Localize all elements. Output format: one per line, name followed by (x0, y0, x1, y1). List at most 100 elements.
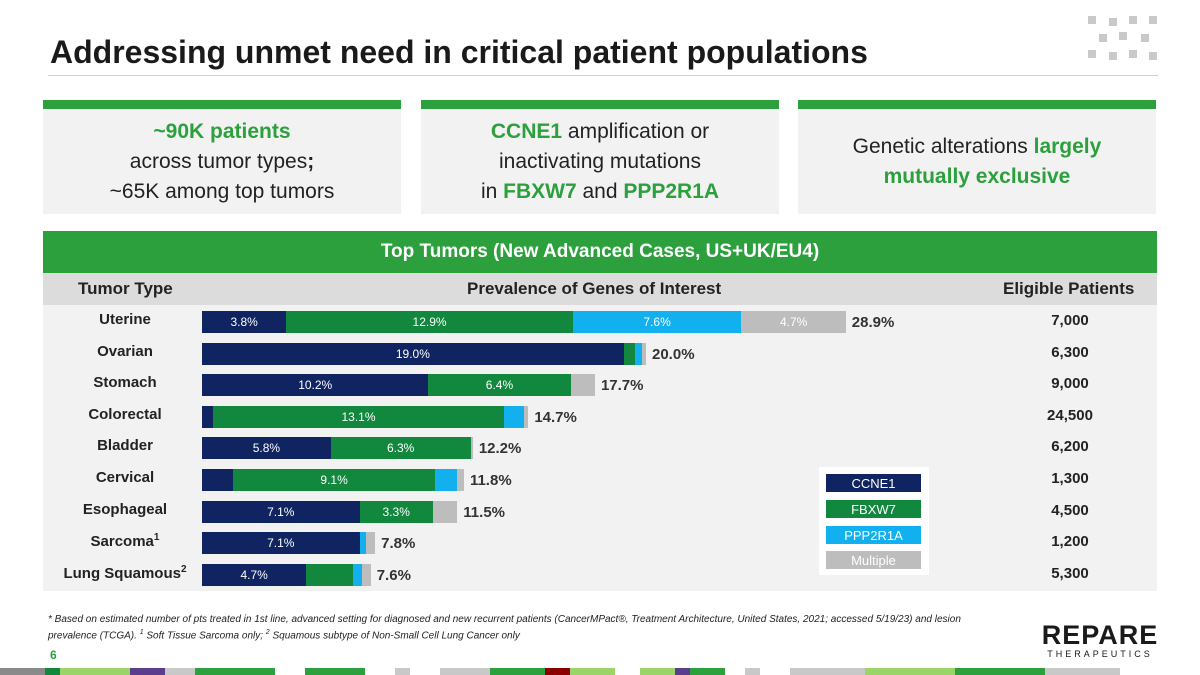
footnote: * Based on estimated number of pts treat… (48, 613, 1008, 642)
tumor-label-cervical: Cervical (95, 469, 155, 486)
bar-esophageal-fbxw7: 3.3% (359, 500, 433, 523)
card-genes-line2: inactivating mutations (499, 149, 701, 173)
card-genes-text: and (576, 179, 624, 203)
bar-stomach-multiple (570, 374, 595, 397)
footnote-main: * Based on estimated number of pts treat… (48, 614, 961, 642)
bar-sarcoma-multiple (366, 532, 376, 555)
card-patients-line2: across tumor types (129, 149, 308, 173)
bar-uterine-ccne1: 3.8% (202, 311, 287, 333)
bar-bladder-fbxw7: 6.3% (330, 437, 471, 460)
gene-ppp2r1a: PPP2R1A (623, 179, 720, 203)
bar-colorectal-ppp2r1a (503, 405, 524, 428)
card-exclusive-highlight: largely (1033, 134, 1102, 158)
bar-esophageal-multiple (432, 500, 458, 523)
tumor-label-footnote: 1 (153, 532, 160, 544)
stat-card-genes: CCNE1 amplification or inactivating muta… (421, 100, 779, 214)
tumor-label-stomach: Stomach (93, 374, 157, 392)
total-cervical: 11.8% (469, 472, 512, 489)
card-exclusive-text: Genetic alterations (852, 134, 1034, 158)
footer-color-stripe (0, 668, 1200, 675)
total-stomach: 17.7% (600, 377, 644, 395)
bar-lung-squamous-multiple (361, 563, 371, 586)
footnote-sup-2: 2 (265, 629, 270, 636)
eligible-uterine: 7,000 (1051, 312, 1089, 329)
bar-uterine-multiple: 4.7% (741, 311, 846, 333)
bar-bladder-multiple (470, 437, 473, 460)
tumor-label-ovarian: Ovarian (97, 342, 153, 360)
card-patients-line3: ~65K among top tumors (109, 179, 335, 203)
gene-fbxw7: FBXW7 (503, 179, 577, 203)
tumor-label-esophageal: Esophageal (82, 500, 168, 518)
eligible-esophageal: 4,500 (1051, 501, 1089, 519)
legend-fbxw7: FBXW7 (826, 500, 921, 518)
bar-ovarian-ppp2r1a (634, 342, 642, 365)
page-number: 6 (50, 648, 57, 662)
header-tumor-type: Tumor Type (78, 279, 173, 298)
bar-cervical-fbxw7: 9.1% (233, 469, 436, 491)
legend-ppp2r1a: PPP2R1A (826, 526, 921, 544)
eligible-colorectal: 24,500 (1047, 406, 1093, 424)
bar-sarcoma-ccne1: 7.1% (202, 532, 360, 555)
bar-esophageal-ccne1: 7.1% (202, 500, 360, 523)
eligible-lung-squamous: 5,300 (1051, 564, 1089, 582)
header-eligible-patients: Eligible Patients (1003, 279, 1135, 298)
card-accent-bar (798, 100, 1156, 109)
bar-lung-squamous-ccne1: 4.7% (202, 563, 307, 586)
card-accent-bar (43, 100, 401, 109)
card-genes-text: amplification or (562, 119, 710, 143)
bar-ovarian-multiple (641, 342, 646, 365)
page-title: Addressing unmet need in critical patien… (50, 34, 868, 70)
tumor-label-footnote: 2 (180, 563, 187, 575)
tumor-label-bladder: Bladder (97, 437, 153, 455)
card-patients-semicolon: ; (307, 149, 315, 173)
bar-ovarian-ccne1: 19.0% (202, 342, 624, 365)
bar-ovarian-fbxw7 (623, 342, 635, 365)
eligible-sarcoma: 1,200 (1051, 533, 1089, 551)
bar-cervical-multiple (457, 469, 464, 491)
tumor-label-lung-squamous: Lung Squamous2 (63, 563, 187, 582)
footnote-text-1: Soft Tissue Sarcoma only; (143, 630, 266, 642)
bar-colorectal-fbxw7: 13.1% (213, 405, 504, 428)
legend-multiple: Multiple (826, 551, 921, 569)
chart-legend: CCNE1 FBXW7 PPP2R1A Multiple (819, 467, 929, 575)
tumor-label-colorectal: Colorectal (88, 405, 162, 423)
bar-colorectal-ccne1 (202, 405, 214, 428)
company-logo: REPARE THERAPEUTICS (1040, 620, 1160, 659)
table-header-row: Tumor Type Prevalence of Genes of Intere… (43, 273, 1157, 305)
total-esophageal: 11.5% (463, 503, 506, 521)
footnote-text-2: Squamous subtype of Non-Small Cell Lung … (269, 630, 520, 642)
eligible-bladder: 6,200 (1051, 438, 1089, 456)
footnote-sup-1: 1 (139, 629, 144, 636)
tumor-label-sarcoma: Sarcoma1 (90, 532, 160, 551)
stat-card-exclusive: Genetic alterations largely mutually exc… (798, 100, 1156, 214)
total-colorectal: 14.7% (534, 408, 577, 426)
card-genes-text: in (480, 179, 504, 203)
gene-ccne1: CCNE1 (490, 119, 563, 143)
bar-uterine-ppp2r1a: 7.6% (572, 311, 742, 333)
tumor-label-uterine: Uterine (99, 311, 151, 328)
dot-pattern-decoration (1085, 14, 1165, 64)
bar-uterine-fbxw7: 12.9% (286, 311, 573, 333)
eligible-cervical: 1,300 (1051, 470, 1089, 487)
bar-colorectal-multiple (523, 405, 529, 428)
card-accent-bar (421, 100, 779, 109)
total-bladder: 12.2% (478, 440, 522, 458)
bar-cervical-ccne1 (202, 469, 234, 491)
bar-bladder-ccne1: 5.8% (202, 437, 331, 460)
title-divider (48, 75, 1158, 76)
total-lung-squamous: 7.6% (376, 566, 411, 584)
total-sarcoma: 7.8% (381, 535, 416, 553)
table-title: Top Tumors (New Advanced Cases, US+UK/EU… (43, 231, 1157, 273)
total-uterine: 28.9% (851, 314, 895, 331)
bar-lung-squamous-ppp2r1a (352, 563, 362, 586)
card-patients-headline: ~90K patients (153, 119, 291, 143)
eligible-stomach: 9,000 (1051, 375, 1089, 393)
card-exclusive-line2: mutually exclusive (883, 164, 1071, 188)
total-ovarian: 20.0% (652, 345, 695, 363)
brand-subtitle: THERAPEUTICS (1047, 649, 1153, 659)
bar-cervical-ppp2r1a (435, 469, 458, 491)
eligible-ovarian: 6,300 (1051, 343, 1089, 361)
bar-stomach-ccne1: 10.2% (202, 374, 429, 397)
legend-ccne1: CCNE1 (826, 474, 921, 492)
stat-card-patients: ~90K patients across tumor types; ~65K a… (43, 100, 401, 214)
